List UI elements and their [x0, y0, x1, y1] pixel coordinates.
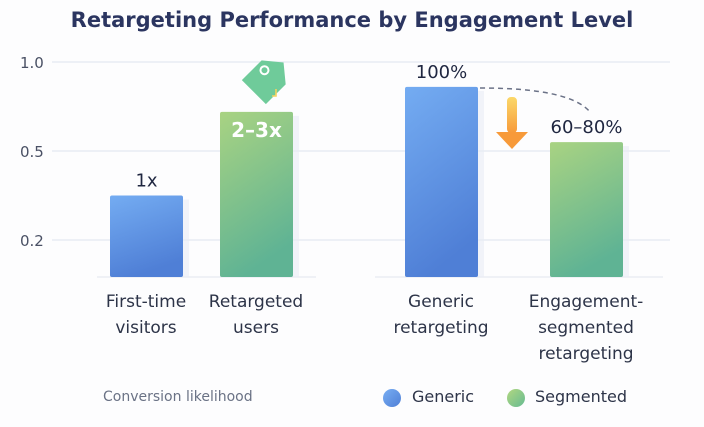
- category-label-line: users: [233, 318, 279, 338]
- category-label-line: visitors: [115, 318, 177, 338]
- bar-1: [110, 195, 183, 277]
- category-label-line: retargeting: [393, 318, 489, 338]
- category-label-line: retargeting: [538, 344, 634, 364]
- bar-4: [550, 142, 623, 277]
- category-label: First-time visitors: [61, 289, 231, 341]
- legend-label-segmented: Segmented: [535, 387, 627, 406]
- legend-label-generic: Generic: [412, 387, 475, 406]
- category-label-line: Engagement-: [528, 292, 644, 312]
- price-tag-icon: [241, 60, 286, 105]
- data-label: 1x: [135, 171, 157, 192]
- legend-swatch-generic: [383, 389, 401, 407]
- y-tick-label: 1.0: [20, 54, 44, 72]
- category-label: Retargeted users: [171, 289, 341, 341]
- bar-3: [405, 86, 478, 277]
- category-label-line: Generic: [408, 292, 474, 312]
- legend-swatch-segmented: [507, 389, 525, 407]
- y-axis-note: Conversion likelihood: [103, 389, 253, 405]
- category-label: Engagement-segmented retargeting: [501, 289, 671, 367]
- data-label: 60–80%: [551, 117, 623, 138]
- data-label: 100%: [416, 62, 467, 83]
- data-label: 2–3x: [231, 118, 282, 142]
- category-label: Generic retargeting: [356, 289, 526, 341]
- y-tick-label: 0.2: [20, 232, 44, 250]
- down-arrow-icon: [496, 97, 528, 149]
- category-label-line: First-time: [105, 292, 187, 312]
- dashed-connector: [479, 87, 591, 113]
- bar-2: [220, 111, 293, 277]
- category-label-line: Retargeted: [208, 292, 304, 312]
- category-label-line: segmented: [538, 318, 634, 338]
- chart-title: Retargeting Performance by Engagement Le…: [70, 8, 634, 32]
- y-tick-label: 0.5: [20, 143, 44, 161]
